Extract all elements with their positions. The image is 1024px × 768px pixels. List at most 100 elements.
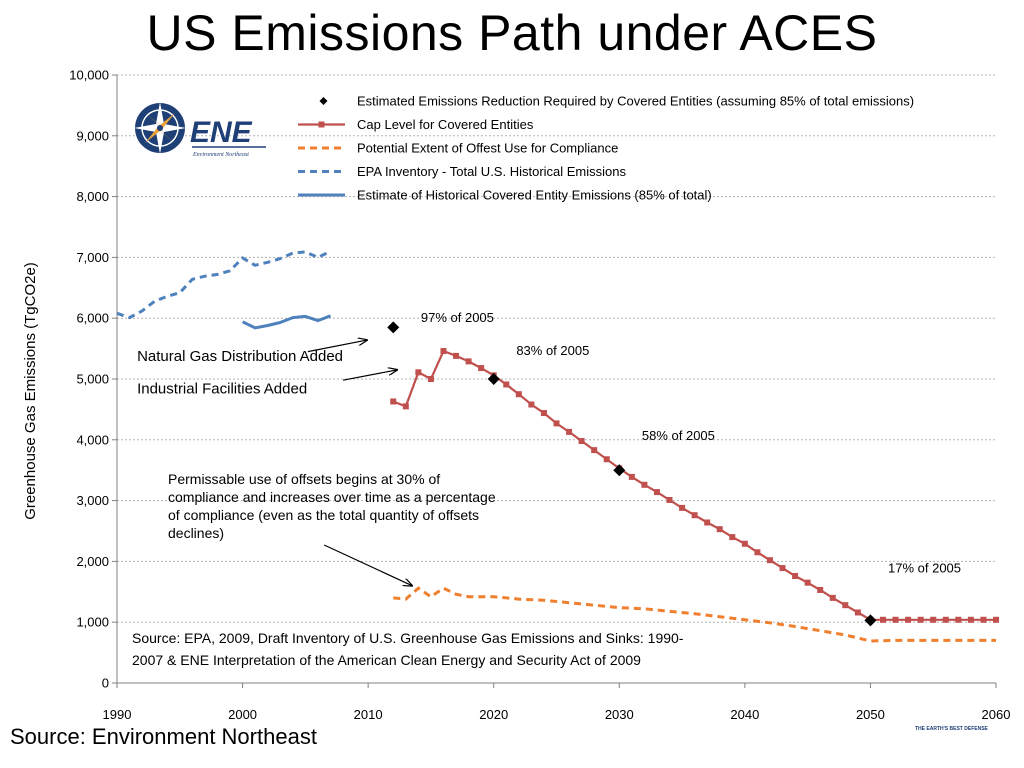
- point-cap: [415, 369, 422, 376]
- series-line-epa: [116, 249, 332, 320]
- point-cap: [754, 549, 761, 556]
- y-tick-label: 4,000: [76, 432, 109, 447]
- point-cap: [779, 565, 786, 572]
- y-tick-label: 5,000: [76, 372, 109, 387]
- point-cap: [879, 616, 886, 623]
- point-cap: [955, 616, 962, 623]
- point-cap: [804, 579, 811, 586]
- percent-label: 17% of 2005: [888, 561, 961, 576]
- point-diamonds: [387, 321, 400, 334]
- annotation-arrow: [342, 370, 397, 381]
- point-cap: [440, 348, 447, 355]
- point-cap: [503, 381, 510, 388]
- y-tick-label: 3,000: [76, 493, 109, 508]
- logo-text: ENE: [190, 116, 253, 149]
- y-tick-label: 0: [102, 676, 109, 691]
- source-footer: Source: Environment Northeast: [10, 724, 317, 749]
- x-tick-label: 2050: [856, 707, 885, 722]
- point-cap: [653, 489, 660, 496]
- y-tick-label: 1,000: [76, 615, 109, 630]
- legend-swatch-diamonds: [319, 97, 328, 105]
- ene-logo: ENE Environment Northeast: [134, 102, 266, 158]
- point-cap: [540, 410, 547, 417]
- offset-note-line: Permissable use of offsets begins at 30%…: [168, 471, 440, 487]
- point-diamonds: [487, 373, 500, 385]
- point-cap: [716, 526, 723, 533]
- annotation-text: Natural Gas Distribution Added: [137, 348, 343, 365]
- x-tick-label: 2010: [354, 707, 383, 722]
- point-cap: [792, 572, 799, 579]
- percent-label: 83% of 2005: [516, 343, 589, 358]
- y-tick-label: 7,000: [76, 250, 109, 265]
- x-tick-label: 2020: [479, 707, 508, 722]
- point-cap: [603, 456, 610, 463]
- axes: 0 1,000 2,000 3,000 4,000 5,000 6,000 7,000 8,00…: [22, 68, 1010, 723]
- point-cap: [993, 616, 999, 623]
- point-cap: [930, 616, 937, 623]
- point-cap: [465, 358, 472, 365]
- compass-icon: [134, 102, 186, 154]
- point-cap: [566, 428, 573, 435]
- point-cap: [817, 586, 824, 593]
- point-diamonds: [613, 464, 626, 477]
- legend: Estimated Emissions Reduction Required b…: [298, 94, 914, 203]
- point-cap: [980, 616, 987, 623]
- legend-label-epa: EPA Inventory - Total U.S. Historical Em…: [357, 164, 627, 179]
- x-tick-label: 2000: [228, 707, 257, 722]
- point-cap: [704, 519, 711, 526]
- logo-subtext: Environment Northeast: [192, 152, 249, 158]
- y-tick-label: 6,000: [76, 311, 109, 326]
- point-cap: [390, 398, 397, 405]
- point-cap: [691, 512, 698, 519]
- y-tick-label: 2,000: [76, 554, 109, 569]
- point-cap: [829, 594, 836, 601]
- y-tick-label: 10,000: [69, 68, 109, 83]
- x-tick-label: 2060: [982, 707, 1011, 722]
- offset-note-line: compliance and increases over time as a …: [168, 489, 496, 505]
- x-tick-label: 2030: [605, 707, 634, 722]
- point-cap: [402, 403, 409, 410]
- legend-label-offset: Potential Extent of Offest Use for Compl…: [357, 141, 618, 156]
- series-line-offset: [393, 586, 996, 643]
- point-cap: [679, 504, 686, 511]
- annotation-arrow: [307, 340, 367, 353]
- point-cap: [741, 540, 748, 547]
- legend-label-diamonds: Estimated Emissions Reduction Required b…: [357, 94, 914, 109]
- page-title: US Emissions Path under ACES: [146, 5, 878, 61]
- point-cap: [917, 616, 924, 623]
- point-cap: [628, 473, 635, 480]
- point-cap: [892, 616, 899, 623]
- point-cap: [478, 365, 485, 372]
- legend-label-cap: Cap Level for Covered Entities: [357, 117, 534, 132]
- legend-label-covered: Estimate of Historical Covered Entity Em…: [357, 188, 712, 203]
- point-cap: [553, 420, 560, 427]
- x-tick-label: 1990: [103, 707, 132, 722]
- gridlines: [117, 74, 996, 623]
- point-cap: [641, 481, 648, 488]
- point-cap: [854, 609, 861, 616]
- point-cap: [528, 401, 535, 408]
- tiny-mark: THE EARTH'S BEST DEFENSE: [915, 726, 989, 732]
- series-line-cap: [392, 349, 996, 621]
- point-cap: [666, 496, 673, 503]
- x-tick-label: 2040: [730, 707, 759, 722]
- y-tick-label: 9,000: [76, 128, 109, 143]
- series-line-covered: [241, 314, 332, 330]
- offset-note-line: of compliance (even as the total quantit…: [168, 507, 479, 523]
- source-note-line: 2007 & ENE Interpretation of the America…: [132, 652, 641, 668]
- y-tick-label: 8,000: [76, 189, 109, 204]
- point-cap: [578, 438, 585, 445]
- percent-label: 58% of 2005: [642, 428, 715, 443]
- legend-marker-cap: [318, 121, 325, 128]
- source-note-line: Source: EPA, 2009, Draft Inventory of U.…: [132, 630, 684, 646]
- annotation-text: Industrial Facilities Added: [137, 381, 307, 398]
- offset-note-line: declines): [168, 525, 224, 541]
- point-cap: [453, 352, 460, 359]
- series: [116, 249, 999, 643]
- offset-note-arrow: [323, 544, 412, 586]
- point-cap: [905, 616, 912, 623]
- annotations: Estimated Emissions Reduction Required b…: [132, 94, 961, 669]
- percent-label: 97% of 2005: [421, 310, 494, 325]
- point-cap: [515, 391, 522, 398]
